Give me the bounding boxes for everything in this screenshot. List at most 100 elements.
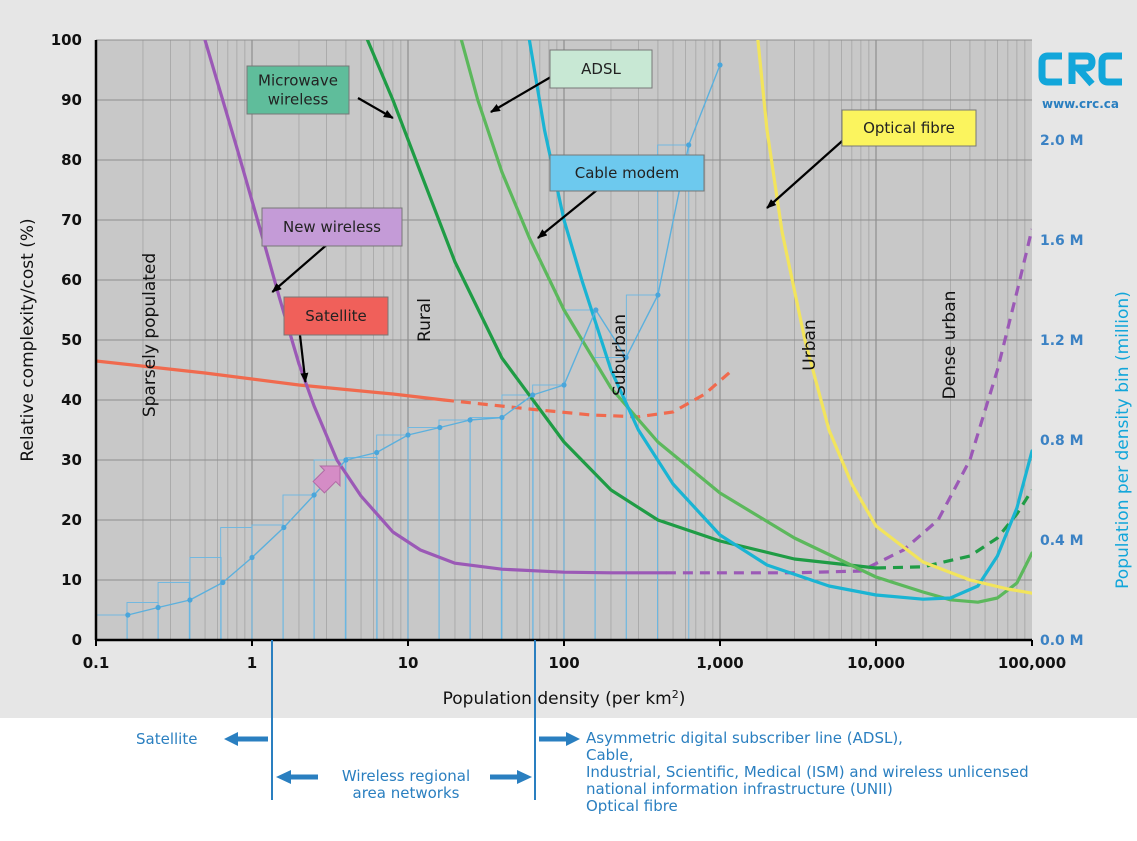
satellite-range-label: Satellite: [136, 730, 198, 748]
callout-box: [841, 109, 977, 147]
population-bin: [157, 582, 190, 640]
microwave-wireless-line: [365, 40, 878, 570]
population-point: [499, 414, 505, 421]
wired-line-1: Asymmetric digital subscriber line (ADSL…: [586, 729, 903, 747]
zone-label-rural: Rural: [415, 298, 435, 342]
wran-line-2: area networks: [352, 784, 460, 802]
series-lines: [96, 40, 1032, 618]
y2-tick-label: 1.6 M: [1040, 233, 1084, 249]
callout-microwave-wireless: Microwave wireless: [246, 65, 394, 119]
x-tick-label: 0.1: [83, 654, 110, 672]
callout-arrow: [537, 185, 603, 239]
population-point: [281, 524, 287, 531]
population-point: [343, 457, 349, 463]
callout-box: [549, 154, 705, 192]
y2-tick-label: 0.8 M: [1040, 433, 1084, 449]
crc-logo-r: [1068, 52, 1096, 87]
population-point: [405, 432, 411, 438]
x-tick-label: 10: [398, 654, 419, 672]
y2-axis-label: Population per density bin (million): [1113, 291, 1133, 589]
population-point: [220, 579, 226, 586]
callout-label: New wireless: [283, 218, 381, 236]
crc-logo: www.crc.ca: [1038, 52, 1122, 111]
new-wireless-line: [203, 40, 668, 575]
population-point: [249, 554, 255, 561]
population-point: [686, 142, 692, 148]
cable-modem-line: [527, 40, 1032, 601]
population-point: [187, 597, 193, 603]
y2-tick-label: 1.2 M: [1040, 333, 1084, 349]
population-point: [623, 354, 629, 361]
crc-logo-url: www.crc.ca: [1042, 97, 1119, 111]
y-tick-label: 10: [61, 571, 82, 589]
population-point: [717, 62, 723, 68]
y-tick-label: 80: [61, 151, 82, 169]
callout-arrow: [271, 241, 331, 293]
zone-label-suburban: Suburban: [610, 314, 630, 396]
population-point: [125, 612, 131, 618]
y-tick-label: 20: [61, 511, 82, 529]
crc-logo-c2: [1098, 52, 1122, 86]
callout-arrow: [357, 97, 394, 119]
wired-range-label: Asymmetric digital subscriber line (ADSL…: [586, 730, 1126, 815]
wired-line-4: national information infrastructure (UNI…: [586, 780, 893, 798]
population-bin: [469, 417, 502, 640]
population-bin: [313, 459, 346, 640]
wran-range-label: Wireless regional area networks: [324, 768, 488, 802]
callouts: Microwave wireless ADSL Optical fibre Cable …: [246, 49, 977, 494]
callout-new-wireless: New wireless: [261, 207, 403, 293]
x-tick-label: 100,000: [998, 654, 1066, 672]
wired-line-2: Cable,: [586, 746, 634, 764]
y2-tick-label: 0.0 M: [1040, 633, 1084, 649]
satellite-line: [96, 359, 446, 402]
population-point: [374, 449, 380, 456]
y-tick-label: 90: [61, 91, 82, 109]
callout-box: [549, 49, 653, 89]
population-point: [467, 417, 473, 423]
y-tick-label: 50: [61, 331, 82, 349]
callout-label: Microwave wireless: [258, 72, 338, 109]
population-point: [311, 492, 317, 498]
satellite-dashed-line: [443, 368, 734, 419]
callout-box: [246, 65, 350, 115]
zone-label-dense-urban: Dense urban: [940, 291, 960, 400]
zone-labels: Sparsely populated Rural Suburban Urban Dens…: [140, 253, 960, 417]
callout-label: ADSL: [581, 60, 621, 78]
population-point: [437, 424, 443, 431]
x-tick-label: 1: [247, 654, 257, 672]
wired-line-3: Industrial, Scientific, Medical (ISM) an…: [586, 763, 1029, 781]
y2-tick-label: 2.0 M: [1040, 133, 1084, 149]
y-axis-label: Relative complexity/cost (%): [18, 218, 38, 461]
pink-highlight-arrow: [312, 465, 341, 494]
wran-line-1: Wireless regional: [341, 767, 471, 785]
y-tick-label: 0: [72, 631, 82, 649]
y-tick-label: 100: [51, 31, 82, 49]
y-tick-label: 30: [61, 451, 82, 469]
x-tick-label: 10,000: [847, 654, 905, 672]
callout-cable-modem: Cable modem: [537, 154, 705, 239]
population-point: [593, 307, 599, 313]
wired-line-5: Optical fibre: [586, 797, 678, 815]
population-point: [530, 392, 536, 398]
zone-label-urban: Urban: [800, 319, 820, 370]
arrow-wran-left: [276, 770, 318, 784]
callout-label: Optical fibre: [863, 119, 955, 137]
crc-logo-c1: [1038, 52, 1062, 86]
arrow-wired: [539, 732, 580, 746]
callout-label: Cable modem: [575, 164, 680, 182]
y-tick-label: 60: [61, 271, 82, 289]
x-tick-label: 1,000: [696, 654, 743, 672]
adsl-line: [459, 40, 1032, 604]
arrow-satellite: [224, 732, 268, 746]
population-point: [561, 382, 567, 388]
zone-label-sparsely-populated: Sparsely populated: [140, 253, 160, 417]
x-axis-label: Population density (per km2): [443, 688, 686, 710]
arrow-wran-right: [490, 770, 532, 784]
x-tick-label: 100: [548, 654, 579, 672]
y-tick-label: 40: [61, 391, 82, 409]
callout-label: Satellite: [305, 307, 366, 325]
callout-satellite: Satellite: [283, 296, 389, 383]
population-bin: [657, 144, 690, 640]
y2-tick-label: 0.4 M: [1040, 533, 1084, 549]
